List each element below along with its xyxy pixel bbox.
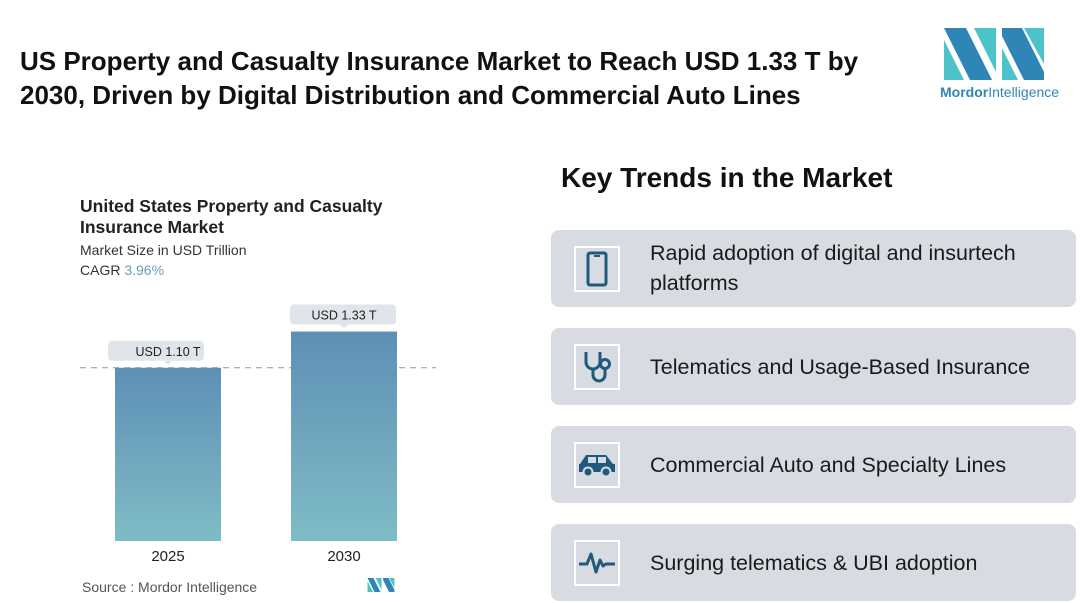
mordor-logo: MordorIntelligence	[940, 28, 1060, 100]
x-tick-label: 2025	[151, 548, 184, 565]
trend-card: Rapid adoption of digital and insurtech …	[551, 230, 1076, 307]
chart-subtitle: Market Size in USD Trillion	[80, 242, 247, 258]
pulse-icon	[574, 540, 620, 586]
trends-heading: Key Trends in the Market	[561, 162, 893, 193]
trend-label: Commercial Auto and Specialty Lines	[650, 453, 1007, 477]
cagr: CAGR 3.96%	[80, 262, 164, 278]
trend-card: Commercial Auto and Specialty Lines	[551, 426, 1076, 503]
data-label-pointer	[340, 324, 348, 329]
page-title: US Property and Casualty Insurance Marke…	[20, 46, 859, 110]
chart-source: Source : Mordor Intelligence	[82, 579, 258, 595]
data-label: USD 1.10 T	[135, 345, 200, 359]
car-icon	[574, 442, 620, 488]
data-label-bg	[290, 304, 396, 325]
trend-label: Rapid adoption of digital and insurtech …	[650, 241, 1016, 295]
trend-label: Telematics and Usage-Based Insurance	[650, 355, 1031, 379]
data-label-bg	[108, 340, 204, 361]
trend-card: Telematics and Usage-Based Insurance	[551, 328, 1076, 405]
smartphone-icon	[574, 246, 620, 292]
chart-title: United States Property and Casualty Insu…	[80, 196, 383, 237]
data-label-pointer	[164, 360, 172, 365]
cagr-value: 3.96%	[124, 262, 165, 278]
bar-chart: USD 1.10 T 2025 USD 1.33 T 2030	[80, 304, 436, 565]
cagr-label: CAGR	[80, 262, 121, 278]
data-label: USD 1.33 T	[311, 309, 376, 323]
trend-card: Surging telematics & UBI adoption	[551, 524, 1076, 601]
bar-2030	[291, 331, 397, 541]
trend-label: Surging telematics & UBI adoption	[650, 551, 978, 575]
logo-mark-icon	[944, 28, 1044, 80]
stethoscope-icon	[574, 344, 620, 390]
source-logo-icon	[367, 578, 395, 592]
logo-brand-bold: Mordor	[940, 84, 989, 100]
x-tick-label: 2030	[327, 548, 360, 565]
logo-brand-rest: Intelligence	[988, 84, 1060, 100]
bar-2025	[115, 367, 221, 541]
